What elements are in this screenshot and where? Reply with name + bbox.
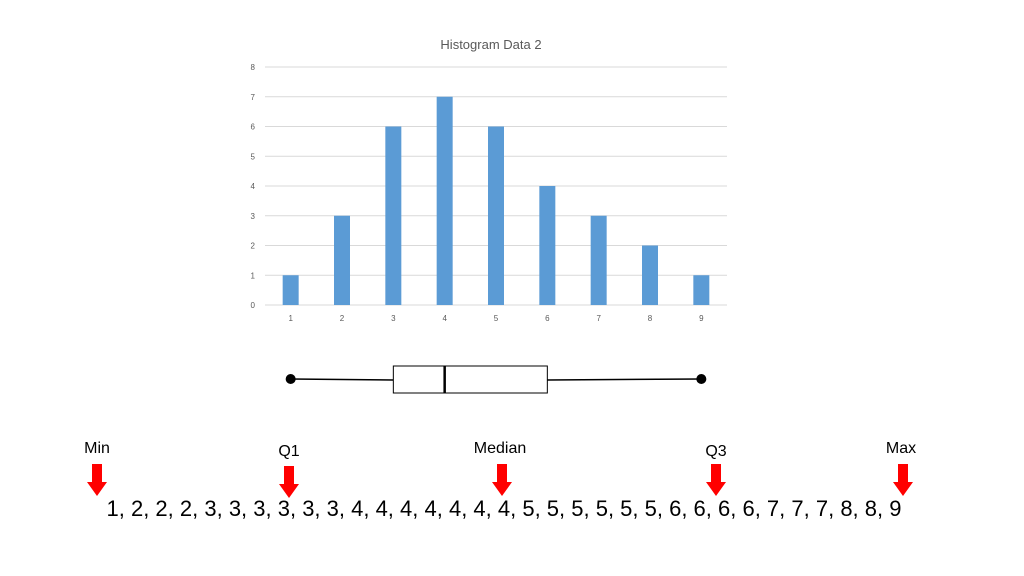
q1-arrow-icon <box>279 466 299 498</box>
y-tick-label: 1 <box>251 271 256 280</box>
x-axis-ticks: 1 2 3 4 5 6 7 8 9 <box>288 314 704 323</box>
bars <box>282 96 710 305</box>
x-tick-label: 1 <box>288 314 293 323</box>
x-tick-label: 7 <box>596 314 601 323</box>
q1-label: Q1 <box>278 443 300 460</box>
chart-title: Histogram Data 2 <box>440 37 541 52</box>
bar <box>539 186 556 305</box>
bar <box>385 126 402 305</box>
y-tick-label: 0 <box>251 301 256 310</box>
q3-arrow-icon <box>706 464 726 496</box>
y-axis-ticks: 0 1 2 3 4 5 6 7 8 <box>251 63 256 310</box>
data-sequence: 1, 2, 2, 2, 3, 3, 3, 3, 3, 3, 4, 4, 4, 4… <box>106 496 902 521</box>
iqr-box <box>392 365 548 394</box>
y-tick-label: 7 <box>251 93 256 102</box>
q3-label: Q3 <box>705 443 727 460</box>
min-label: Min <box>84 440 110 457</box>
bar <box>334 215 350 305</box>
y-tick-label: 3 <box>251 212 256 221</box>
max-point <box>696 374 707 384</box>
x-tick-label: 4 <box>442 314 447 323</box>
max-label: Max <box>885 440 917 457</box>
x-tick-label: 8 <box>648 314 653 323</box>
min-point <box>285 374 296 384</box>
boxplot <box>285 365 707 394</box>
bar <box>436 96 453 305</box>
bar <box>590 215 607 305</box>
x-tick-label: 6 <box>545 314 550 323</box>
min-arrow-icon <box>87 464 107 496</box>
x-tick-label: 2 <box>340 314 345 323</box>
y-tick-label: 4 <box>251 182 256 191</box>
y-tick-label: 6 <box>251 123 256 132</box>
x-tick-label: 9 <box>699 314 704 323</box>
upper-whisker <box>547 378 702 381</box>
histogram-chart: Histogram Data 2 0 1 2 3 4 5 6 7 8 1 2 3 4 5 6 7 8 9 <box>251 37 727 394</box>
bar <box>642 245 658 305</box>
bar <box>488 126 504 305</box>
y-tick-label: 5 <box>251 152 256 161</box>
max-arrow-icon <box>893 464 913 496</box>
lower-whisker <box>290 378 394 381</box>
x-tick-label: 5 <box>494 314 499 323</box>
x-tick-label: 3 <box>391 314 396 323</box>
y-tick-label: 2 <box>251 242 256 251</box>
bar <box>693 275 710 305</box>
median-arrow-icon <box>492 464 512 496</box>
y-tick-label: 8 <box>251 63 256 72</box>
bar <box>282 275 299 305</box>
median-label: Median <box>473 440 527 457</box>
